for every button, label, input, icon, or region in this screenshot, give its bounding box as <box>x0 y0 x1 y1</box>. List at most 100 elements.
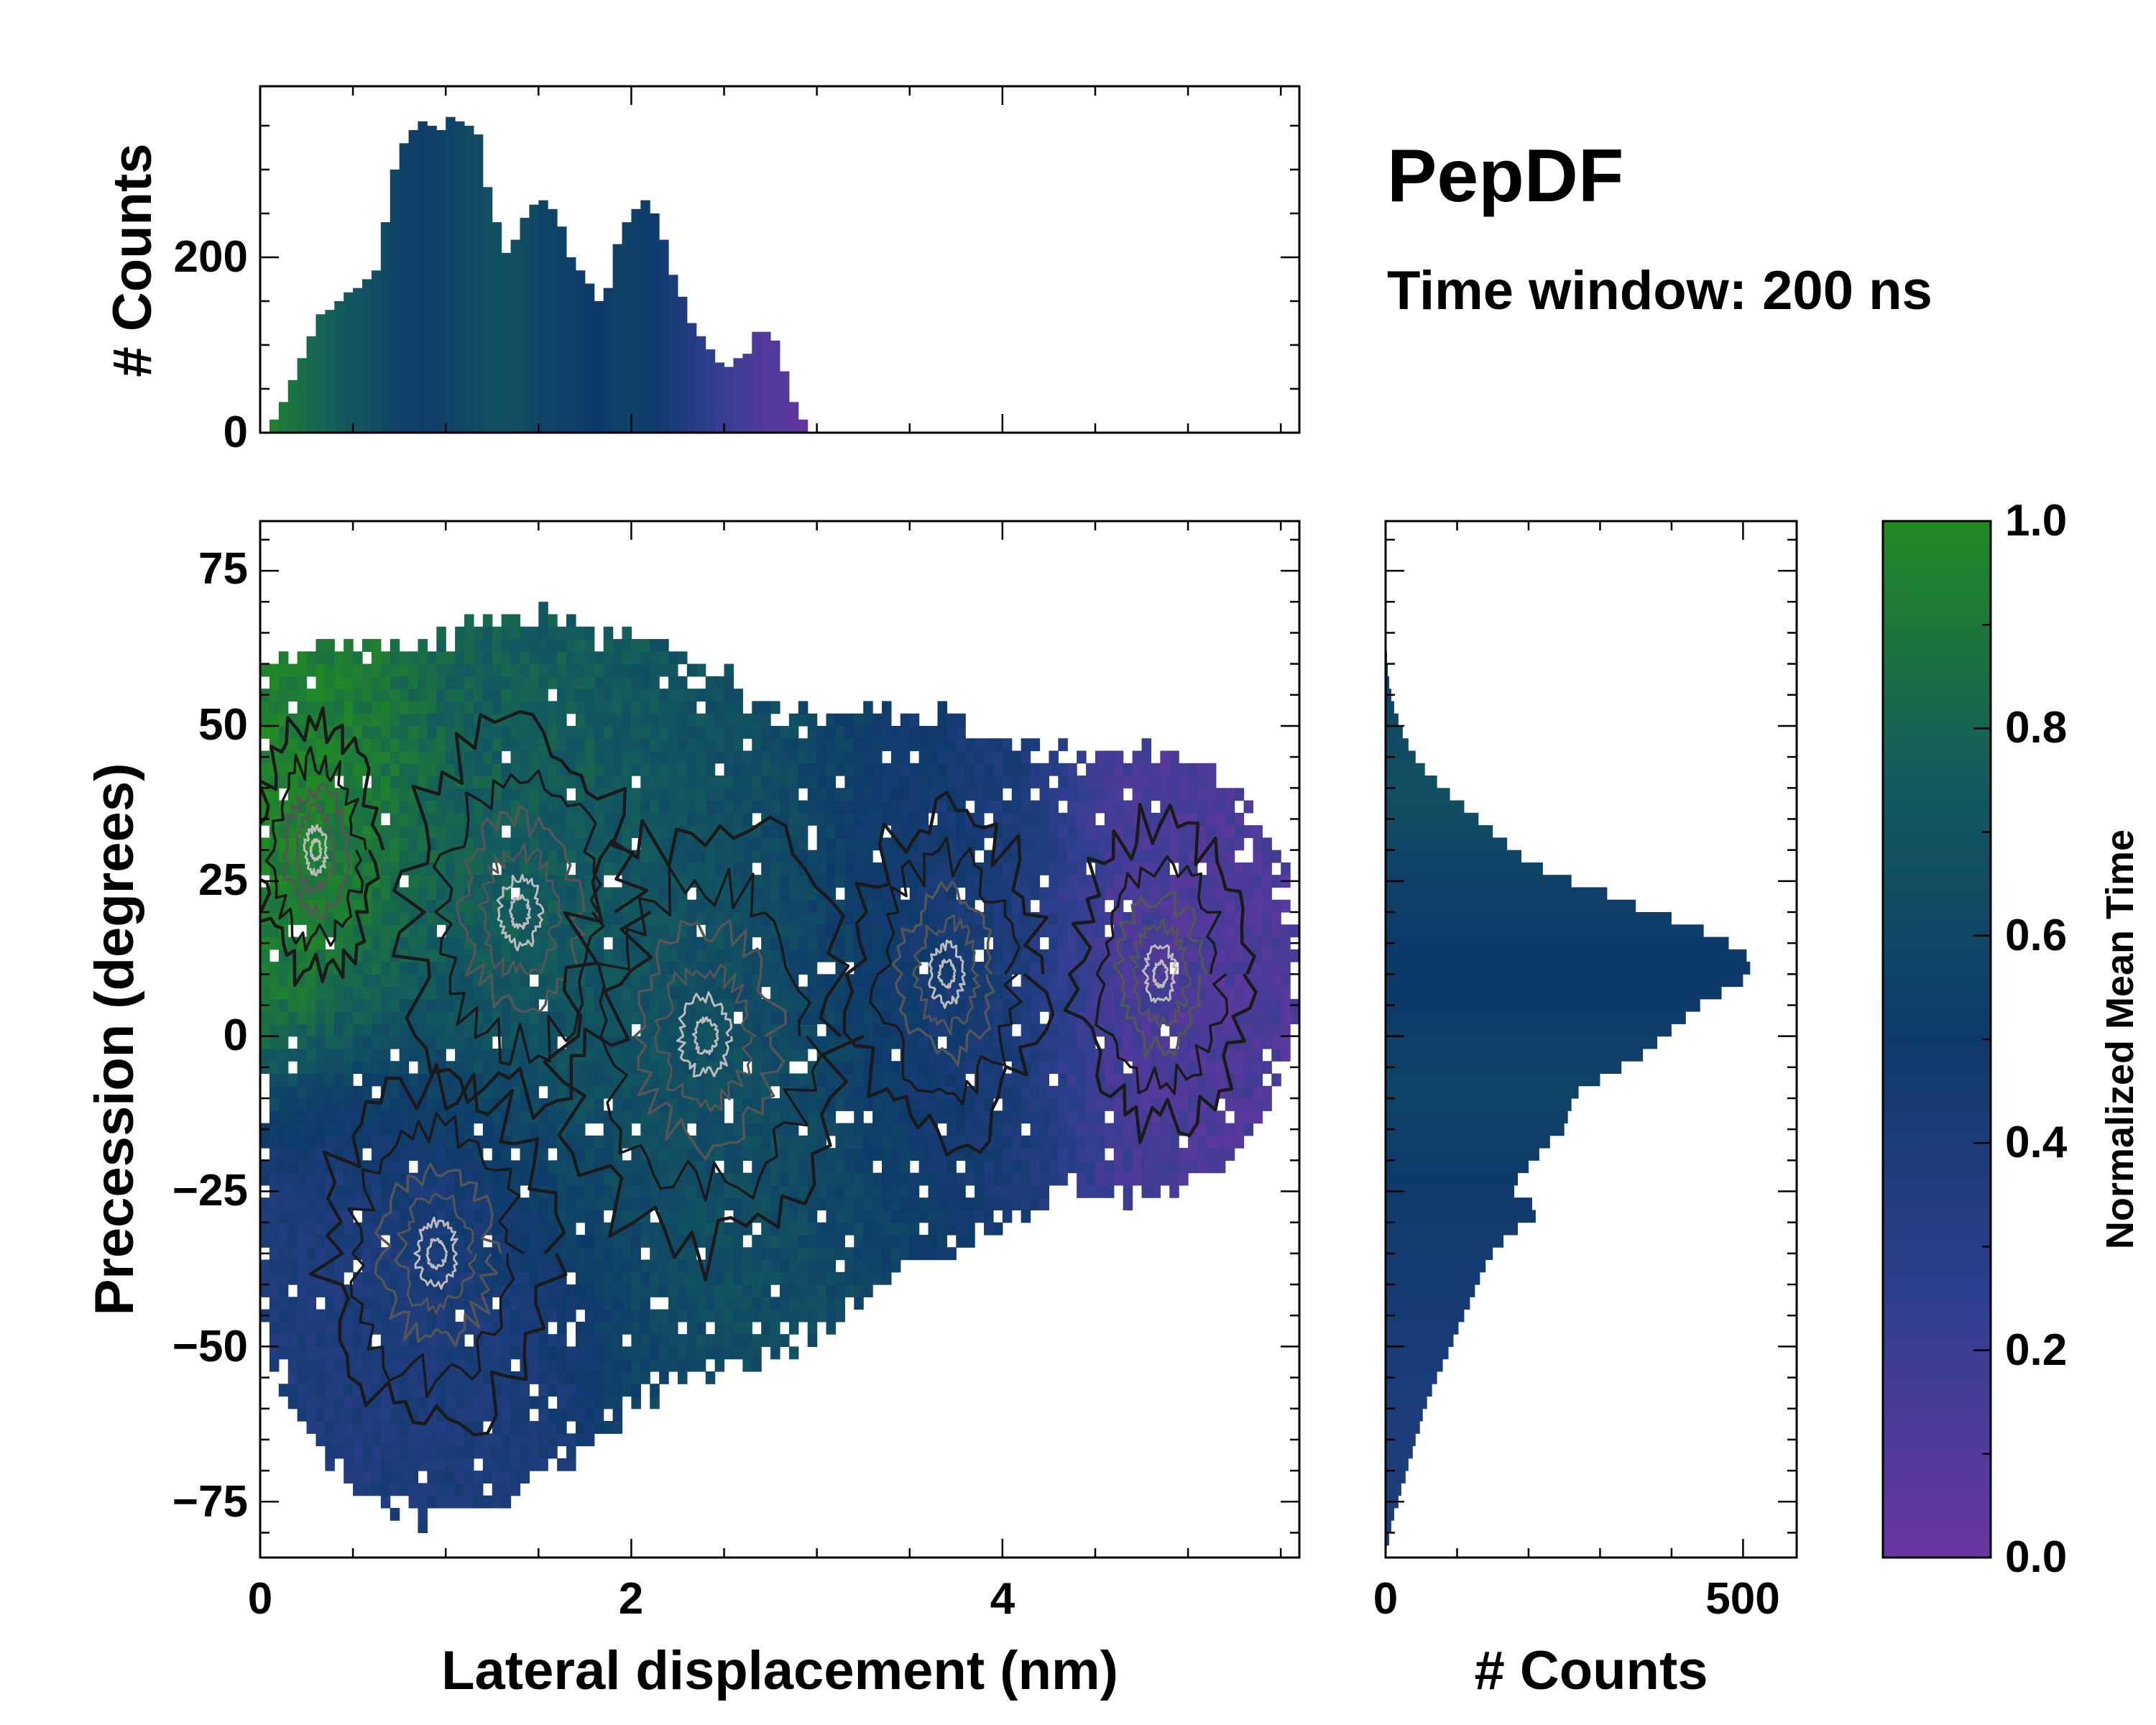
heatmap-cell <box>390 750 400 764</box>
heatmap-cell <box>918 1234 929 1248</box>
heatmap-cell <box>390 1234 400 1248</box>
heatmap-cell <box>455 962 465 975</box>
heatmap-cell <box>937 911 947 925</box>
heatmap-cell <box>984 800 994 814</box>
top-histogram-bar <box>325 310 335 433</box>
heatmap-cell <box>408 974 419 988</box>
heatmap-cell <box>770 1172 780 1186</box>
heatmap-cell <box>761 1123 771 1136</box>
heatmap-cell <box>900 974 911 988</box>
heatmap-cell <box>733 1160 743 1174</box>
heatmap-cell <box>640 788 650 801</box>
heatmap-cell <box>464 1148 474 1161</box>
heatmap-cell <box>418 1445 428 1459</box>
heatmap-cell <box>992 1184 1003 1198</box>
heatmap-cell <box>501 837 512 851</box>
heatmap-cell <box>380 651 391 665</box>
heatmap-cell <box>965 1210 975 1223</box>
heatmap-cell <box>269 1210 280 1223</box>
heatmap-cell <box>677 725 688 739</box>
heatmap-cell <box>696 1334 706 1348</box>
heatmap-cell <box>900 1148 911 1161</box>
heatmap-cell <box>408 1483 419 1496</box>
heatmap-cell <box>975 1123 985 1136</box>
heatmap-cell <box>557 1148 567 1161</box>
heatmap-cell <box>872 887 883 901</box>
heatmap-cell <box>918 1036 929 1049</box>
heatmap-cell <box>686 911 697 925</box>
heatmap-cell <box>863 1259 873 1273</box>
heatmap-cell <box>872 763 883 776</box>
heatmap-cell <box>890 1085 901 1099</box>
heatmap-cell <box>752 1234 762 1248</box>
heatmap-cell <box>816 1222 827 1236</box>
heatmap-cell <box>1039 763 1050 776</box>
heatmap-cell <box>306 974 317 988</box>
heatmap-cell <box>510 1471 521 1484</box>
heatmap-cell <box>380 800 391 814</box>
heatmap-cell <box>306 1396 317 1409</box>
heatmap-cell <box>742 974 752 988</box>
heatmap-cell <box>306 1160 317 1174</box>
heatmap-cell <box>297 1024 308 1037</box>
heatmap-cell <box>937 1184 947 1198</box>
heatmap-cell <box>371 1061 382 1075</box>
heatmap-cell <box>501 1210 512 1223</box>
heatmap-cell <box>844 1259 854 1273</box>
heatmap-cell <box>390 1507 400 1521</box>
heatmap-cell <box>482 1384 493 1397</box>
heatmap-cell <box>260 837 270 851</box>
heatmap-cell <box>594 850 604 863</box>
heatmap-cell <box>918 1160 929 1174</box>
heatmap-cell <box>473 1408 484 1422</box>
heatmap-cell <box>482 1098 493 1111</box>
heatmap-cell <box>622 1172 632 1186</box>
top-histogram-bar <box>520 218 530 433</box>
heatmap-cell <box>557 1309 567 1322</box>
heatmap-cell <box>603 701 614 714</box>
heatmap-cell <box>956 725 966 739</box>
heatmap-cell <box>510 1396 521 1409</box>
heatmap-cell <box>446 1148 456 1161</box>
heatmap-cell <box>473 1160 484 1174</box>
heatmap-cell <box>975 738 985 752</box>
heatmap-cell <box>622 1247 632 1261</box>
heatmap-cell <box>788 911 799 925</box>
heatmap-cell <box>482 1123 493 1136</box>
heatmap-cell <box>362 1445 372 1459</box>
heatmap-cell <box>918 1197 929 1211</box>
heatmap-cell <box>380 1011 391 1025</box>
heatmap-cell <box>603 689 614 702</box>
heatmap-cell <box>696 911 706 925</box>
heatmap-cell <box>612 1334 623 1348</box>
heatmap-cell <box>677 837 688 851</box>
heatmap-cell <box>492 689 502 702</box>
heatmap-cell <box>1030 1098 1041 1111</box>
heatmap-cell <box>826 1073 837 1087</box>
heatmap-cell <box>269 1222 280 1236</box>
heatmap-cell <box>1049 750 1059 764</box>
heatmap-cell <box>492 875 502 888</box>
heatmap-cell <box>287 998 298 1012</box>
heatmap-cell <box>752 776 762 788</box>
heatmap-cell <box>344 1408 354 1422</box>
heatmap-cell <box>752 788 762 801</box>
heatmap-cell <box>946 1135 957 1149</box>
heatmap-cell <box>807 1197 818 1211</box>
heatmap-cell <box>603 911 614 925</box>
heatmap-cell <box>1095 1160 1105 1174</box>
heatmap-cell <box>325 1123 335 1136</box>
heatmap-cell <box>380 899 391 913</box>
heatmap-cell <box>418 1184 428 1198</box>
heatmap-cell <box>362 1048 372 1062</box>
heatmap-cell <box>733 750 743 764</box>
heatmap-cell <box>297 911 308 925</box>
heatmap-cell <box>928 1172 939 1186</box>
heatmap-cell <box>446 1123 456 1136</box>
heatmap-cell <box>724 1259 734 1273</box>
heatmap-cell <box>992 812 1003 826</box>
heatmap-cell <box>603 1346 614 1360</box>
heatmap-cell <box>1039 1061 1050 1075</box>
heatmap-cell <box>724 1222 734 1236</box>
heatmap-cell <box>584 1036 595 1049</box>
